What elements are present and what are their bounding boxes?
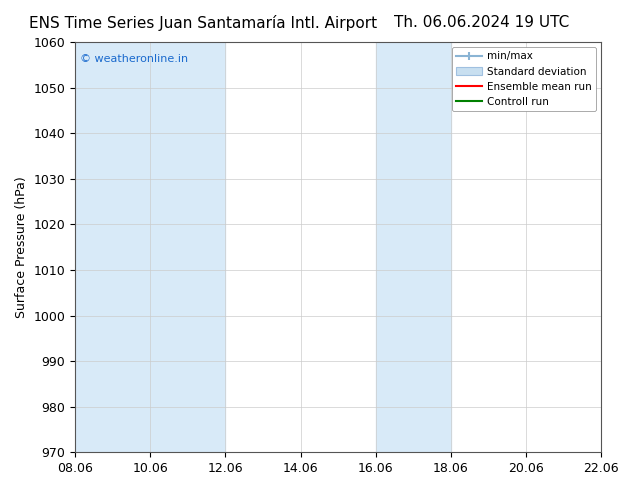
- Legend: min/max, Standard deviation, Ensemble mean run, Controll run: min/max, Standard deviation, Ensemble me…: [451, 47, 596, 111]
- Bar: [376, 42, 451, 452]
- Bar: [150, 42, 226, 452]
- Text: © weatheronline.in: © weatheronline.in: [81, 54, 188, 64]
- Text: Th. 06.06.2024 19 UTC: Th. 06.06.2024 19 UTC: [394, 15, 569, 30]
- Bar: [75, 42, 150, 452]
- Text: ENS Time Series Juan Santamaría Intl. Airport: ENS Time Series Juan Santamaría Intl. Ai…: [29, 15, 377, 31]
- Y-axis label: Surface Pressure (hPa): Surface Pressure (hPa): [15, 176, 28, 318]
